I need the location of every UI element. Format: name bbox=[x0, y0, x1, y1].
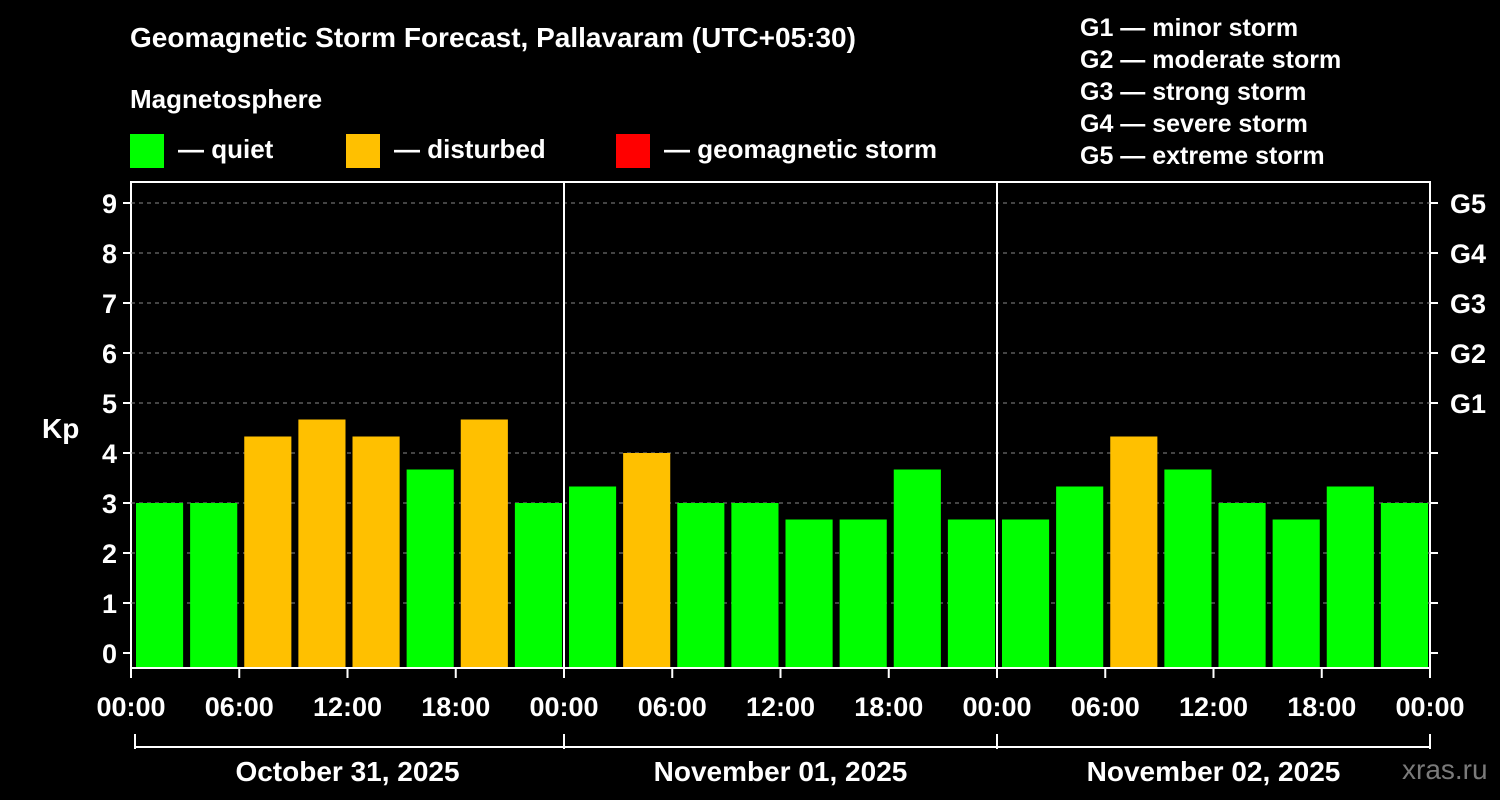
kp-bar bbox=[244, 436, 292, 667]
legend-heading: Magnetosphere bbox=[130, 84, 323, 114]
kp-bar bbox=[947, 519, 995, 667]
kp-bar bbox=[514, 503, 562, 667]
kp-bar bbox=[460, 419, 508, 667]
x-tick-label: 06:00 bbox=[638, 692, 707, 722]
x-tick-label: 06:00 bbox=[1071, 692, 1140, 722]
g-axis-label: G3 bbox=[1450, 289, 1486, 319]
g-scale-g3: G3 — strong storm bbox=[1080, 78, 1307, 106]
g-axis-label: G5 bbox=[1450, 189, 1486, 219]
kp-bar bbox=[623, 453, 671, 667]
quiet-swatch bbox=[130, 134, 164, 168]
y-tick-label: 6 bbox=[102, 339, 117, 369]
kp-bar bbox=[1380, 503, 1428, 667]
g-scale-g1: G1 — minor storm bbox=[1080, 14, 1299, 42]
g-scale-g4: G4 — severe storm bbox=[1080, 110, 1308, 138]
y-tick-label: 1 bbox=[102, 589, 117, 619]
g-scale-g5: G5 — extreme storm bbox=[1080, 142, 1325, 170]
storm-swatch bbox=[616, 134, 650, 168]
kp-bar bbox=[731, 503, 779, 667]
x-tick-label: 18:00 bbox=[421, 692, 490, 722]
y-tick-label: 7 bbox=[102, 289, 117, 319]
kp-bar bbox=[352, 436, 400, 667]
x-tick-label: 00:00 bbox=[529, 692, 598, 722]
kp-bar bbox=[569, 486, 617, 667]
kp-bar bbox=[839, 519, 887, 667]
x-tick-label: 18:00 bbox=[854, 692, 923, 722]
g-axis-label: G4 bbox=[1450, 239, 1486, 269]
kp-bar bbox=[1164, 469, 1212, 667]
y-tick-label: 4 bbox=[102, 439, 117, 469]
kp-bar bbox=[1218, 503, 1266, 667]
kp-bar bbox=[677, 503, 725, 667]
kp-bar bbox=[1326, 486, 1374, 667]
x-tick-label: 06:00 bbox=[205, 692, 274, 722]
x-tick-label: 18:00 bbox=[1287, 692, 1356, 722]
x-tick-label: 00:00 bbox=[96, 692, 165, 722]
y-axis-label: Kp bbox=[42, 413, 79, 444]
kp-bar bbox=[1272, 519, 1320, 667]
kp-bar bbox=[1110, 436, 1158, 667]
watermark: xras.ru bbox=[1402, 754, 1488, 785]
kp-bar bbox=[1002, 519, 1050, 667]
x-tick-label: 12:00 bbox=[313, 692, 382, 722]
y-tick-label: 3 bbox=[102, 489, 117, 519]
y-tick-label: 5 bbox=[102, 389, 117, 419]
y-tick-label: 2 bbox=[102, 539, 117, 569]
day-label: November 01, 2025 bbox=[654, 756, 908, 787]
legend-disturbed-label: — disturbed bbox=[394, 134, 546, 164]
disturbed-swatch bbox=[346, 134, 380, 168]
x-tick-label: 12:00 bbox=[746, 692, 815, 722]
kp-bar bbox=[298, 419, 346, 667]
day-label: November 02, 2025 bbox=[1087, 756, 1341, 787]
y-tick-label: 9 bbox=[102, 189, 117, 219]
x-tick-label: 12:00 bbox=[1179, 692, 1248, 722]
kp-bar bbox=[893, 469, 941, 667]
chart-title: Geomagnetic Storm Forecast, Pallavaram (… bbox=[130, 22, 856, 53]
g-axis-label: G1 bbox=[1450, 389, 1486, 419]
kp-bar bbox=[136, 503, 184, 667]
day-label: October 31, 2025 bbox=[235, 756, 459, 787]
kp-bar bbox=[785, 519, 833, 667]
g-axis-label: G2 bbox=[1450, 339, 1486, 369]
legend-storm-label: — geomagnetic storm bbox=[664, 134, 938, 164]
x-tick-label: 00:00 bbox=[1395, 692, 1464, 722]
legend-quiet-label: — quiet bbox=[178, 134, 274, 164]
y-tick-label: 0 bbox=[102, 639, 117, 669]
y-tick-label: 8 bbox=[102, 239, 117, 269]
kp-bar bbox=[1056, 486, 1104, 667]
kp-bar bbox=[190, 503, 238, 667]
x-tick-label: 00:00 bbox=[962, 692, 1031, 722]
kp-bar bbox=[406, 469, 454, 667]
g-scale-g2: G2 — moderate storm bbox=[1080, 46, 1342, 74]
